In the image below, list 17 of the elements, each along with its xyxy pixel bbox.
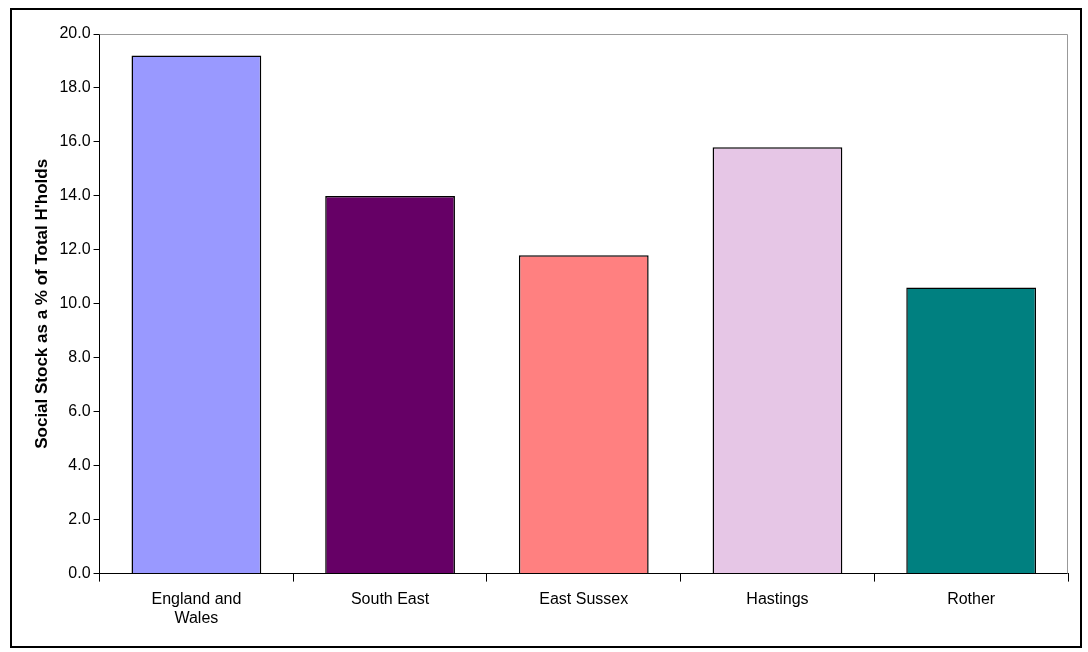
y-tick-label: 20.0 bbox=[59, 24, 91, 42]
y-tick-label: 2.0 bbox=[68, 510, 91, 528]
y-tick-label: 0.0 bbox=[68, 564, 91, 582]
x-tick-label: Rother bbox=[947, 589, 996, 607]
y-axis-title: Social Stock as a % of Total H'holds bbox=[31, 158, 51, 449]
y-tick-label: 14.0 bbox=[59, 186, 91, 204]
y-tick-label: 16.0 bbox=[59, 132, 91, 150]
y-tick-label: 4.0 bbox=[68, 456, 91, 474]
y-tick-label: 6.0 bbox=[68, 402, 91, 420]
x-tick-label: Hastings bbox=[746, 589, 809, 607]
y-tick-label: 18.0 bbox=[59, 78, 91, 96]
x-tick-label: East Sussex bbox=[539, 589, 629, 607]
y-tick-label: 12.0 bbox=[59, 240, 91, 258]
y-tick-label: 8.0 bbox=[68, 348, 91, 366]
x-tick-label: England and Wales bbox=[151, 589, 242, 626]
y-tick-label: 10.0 bbox=[59, 294, 91, 312]
x-tick-label: South East bbox=[350, 589, 430, 607]
